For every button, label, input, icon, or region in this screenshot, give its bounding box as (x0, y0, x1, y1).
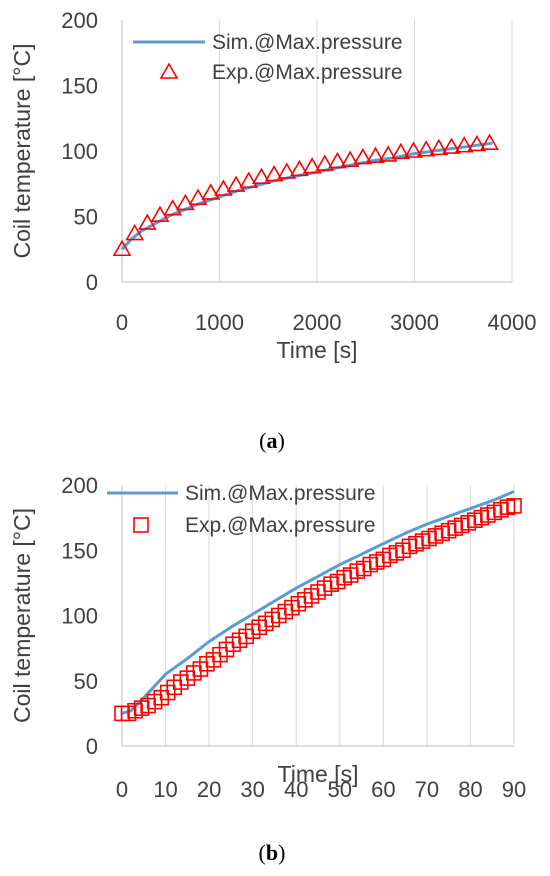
data-point-triangle (302, 157, 322, 174)
data-point-triangle (163, 199, 183, 216)
data-point-triangle (454, 136, 474, 153)
y-tick-label: 100 (61, 604, 98, 629)
x-tick-label: 10 (153, 777, 177, 802)
data-point-triangle (277, 162, 297, 179)
data-point-triangle (226, 175, 246, 192)
data-point-triangle (201, 183, 221, 200)
y-tick-label: 0 (86, 270, 98, 295)
data-point-triangle (112, 239, 132, 257)
caption-b: (b) (259, 840, 286, 865)
data-point-triangle (150, 205, 170, 222)
chart-panel-b: 0 50 100 150 200 0 10 20 30 40 50 60 70 80 90 Time [s] C… (9, 473, 526, 802)
x-tick-label: 2000 (293, 310, 342, 335)
y-tick-label: 50 (74, 205, 98, 230)
legend-label-sim: Sim.@Max.pressure (212, 31, 403, 54)
data-point-triangle (416, 140, 436, 157)
data-point-triangle (429, 138, 449, 156)
legend-label-exp: Exp.@Max.pressure (185, 514, 376, 537)
data-point-triangle (315, 154, 335, 171)
legend-marker-swatch (159, 62, 179, 79)
data-point-triangle (480, 133, 499, 150)
data-point-triangle (467, 134, 487, 152)
x-tick-label: 50 (328, 777, 352, 802)
y-tick-label: 0 (86, 734, 98, 759)
y-tick-label: 200 (61, 473, 98, 498)
x-axis-title: Time [s] (278, 761, 359, 787)
legend-label-exp: Exp.@Max.pressure (212, 61, 403, 84)
legend: Sim.@Max.pressure Exp.@Max.pressure (133, 31, 403, 84)
y-axis-title: Coil temperature [°C] (9, 44, 35, 259)
y-tick-label: 100 (61, 139, 98, 164)
data-point-triangle (264, 164, 284, 182)
legend-label-sim: Sim.@Max.pressure (185, 482, 376, 505)
data-point-triangle (366, 146, 385, 164)
data-point-triangle (188, 188, 208, 205)
y-tick-label: 150 (61, 538, 98, 563)
series-line-sim (121, 490, 515, 715)
data-point-triangle (340, 150, 360, 167)
x-tick-label: 4000 (488, 310, 537, 335)
legend: Sim.@Max.pressure Exp.@Max.pressure (107, 482, 376, 537)
x-tick-label: 60 (371, 777, 395, 802)
data-point-triangle (239, 171, 259, 188)
x-tick-label: 0 (116, 310, 128, 335)
x-tick-label: 80 (458, 777, 482, 802)
x-tick-label: 3000 (390, 310, 439, 335)
data-point-triangle (290, 159, 309, 177)
x-tick-label: 90 (502, 777, 526, 802)
data-point-triangle (442, 137, 461, 154)
x-tick-label: 30 (240, 777, 264, 802)
x-tick-label: 40 (284, 777, 308, 802)
data-point-triangle (214, 179, 233, 196)
data-point-triangle (328, 151, 347, 169)
data-point-triangle (175, 193, 195, 211)
data-point-triangle (252, 167, 271, 184)
x-tick-label: 70 (415, 777, 439, 802)
y-tick-label: 200 (61, 8, 98, 33)
data-point-triangle (137, 213, 157, 230)
x-tick-label: 0 (116, 777, 128, 802)
x-tick-label: 20 (197, 777, 221, 802)
x-axis-title: Time [s] (277, 337, 358, 363)
data-point-triangle (125, 223, 145, 241)
data-point-triangle (391, 142, 411, 160)
series-line-sim (120, 141, 493, 251)
x-tick-label: 1000 (195, 310, 244, 335)
y-tick-label: 150 (61, 74, 98, 99)
y-axis-title: Coil temperature [°C] (9, 508, 35, 723)
data-point-triangle (353, 147, 373, 165)
legend-marker-swatch (133, 517, 149, 533)
data-point-triangle (404, 141, 423, 158)
y-tick-label: 50 (74, 669, 98, 694)
data-point-square (506, 498, 522, 514)
caption-a: (a) (259, 428, 285, 453)
data-point-triangle (378, 145, 398, 162)
